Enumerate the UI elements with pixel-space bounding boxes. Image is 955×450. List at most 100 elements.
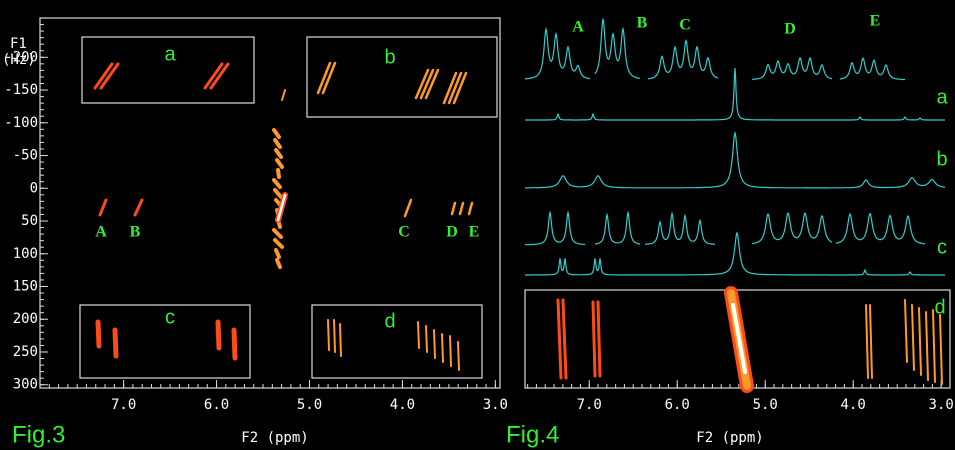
cross-peak: [112, 327, 119, 359]
cross-peak: [272, 128, 281, 139]
cross-peak: [467, 201, 474, 216]
trace-label: d: [934, 296, 945, 318]
x-tick-label: 7.0: [577, 397, 602, 413]
trace-label: c: [937, 236, 947, 258]
cross-peak: [276, 168, 281, 179]
y-tick-label: 200: [13, 311, 38, 327]
cross-peak: [458, 201, 465, 216]
cross-peak: [450, 201, 457, 216]
spectrum-trace: [752, 211, 833, 245]
spectrum-trace: [525, 210, 586, 246]
cross-peak: [273, 238, 284, 249]
cross-peak: [911, 304, 915, 371]
spectrum-trace: [594, 18, 641, 79]
cross-peak: [281, 89, 286, 101]
cross-peak: [424, 68, 440, 100]
cross-peak: [561, 298, 568, 380]
peak-label: C: [398, 224, 410, 241]
spectrum-trace: [752, 56, 833, 80]
cross-peak: [272, 228, 283, 239]
y-tick-label: 250: [13, 344, 38, 360]
y-tick-label: -50: [13, 148, 38, 164]
cross-peak: [276, 193, 287, 222]
multiplet-label: A: [572, 19, 584, 36]
cross-peak: [417, 321, 420, 349]
inset-box: [81, 36, 255, 104]
y-tick-label: 100: [13, 246, 38, 262]
cross-peak: [133, 198, 144, 217]
cross-peak: [433, 329, 436, 359]
cross-peak: [333, 319, 336, 353]
cross-peak: [403, 198, 413, 218]
spectrum-trace: [525, 67, 945, 121]
x-tick-label: 5.0: [753, 397, 778, 413]
multiplet-label: C: [679, 17, 691, 34]
multiplet-label: D: [784, 21, 796, 38]
multiplet-label: E: [870, 13, 881, 30]
cross-peak: [425, 325, 428, 353]
cross-peak: [203, 62, 224, 90]
cross-peak: [414, 68, 430, 100]
x-tick-label: 4.0: [841, 397, 866, 413]
x-tick-label: 3.0: [483, 397, 508, 413]
cross-peak: [731, 303, 747, 374]
inset-box: [79, 304, 251, 379]
trace-label: b: [936, 148, 947, 170]
cross-peak: [918, 307, 922, 376]
cross-peak: [273, 188, 283, 199]
cross-peak: [274, 248, 281, 259]
x-tick-label: 6.0: [665, 397, 690, 413]
inset-box: [306, 36, 498, 118]
cross-peak: [447, 71, 463, 105]
cross-peak: [939, 314, 943, 385]
x-tick-label: 7.0: [111, 397, 136, 413]
cross-peak: [925, 311, 929, 381]
peak-label: B: [130, 224, 141, 241]
cross-peak: [98, 198, 108, 217]
peak-label: E: [469, 224, 480, 241]
y-tick-label: -100: [4, 115, 38, 131]
cross-peak: [452, 71, 468, 105]
cross-peak: [869, 304, 873, 379]
y-tick-label: 300: [13, 377, 38, 393]
inset-label: b: [384, 46, 395, 68]
y-tick-label: 150: [13, 278, 38, 294]
spectrum-trace: [525, 231, 945, 276]
y-tick-label: 0: [30, 180, 38, 196]
cross-peak: [457, 341, 460, 371]
cross-peak: [441, 333, 444, 363]
cross-peak: [865, 304, 869, 379]
cross-peak: [419, 68, 435, 100]
spectrum-trace: [647, 38, 719, 80]
x-tick-label: 5.0: [297, 397, 322, 413]
cross-peak: [99, 62, 120, 90]
cross-peak: [932, 309, 936, 383]
cross-peak: [327, 319, 330, 351]
fig4-frame: [524, 289, 951, 389]
cross-peak: [316, 61, 332, 95]
spectrum-trace: [594, 210, 641, 245]
inset-label: c: [165, 306, 175, 328]
spectrum-trace: [835, 212, 925, 245]
cross-peak: [449, 335, 452, 367]
cross-peak: [339, 323, 342, 357]
y-axis-label: F1: [10, 36, 27, 52]
y-tick-label: -200: [4, 49, 38, 65]
y-tick-label: -150: [4, 82, 38, 98]
cross-peak: [274, 148, 283, 159]
cross-peak: [272, 178, 282, 189]
y-axis-label: (Hz): [2, 52, 36, 68]
cross-peak: [596, 300, 602, 378]
cross-peak: [93, 62, 114, 90]
cross-peak: [904, 299, 908, 363]
cross-peak: [95, 319, 102, 349]
inset-label: a: [164, 43, 176, 65]
spectrum-trace: [525, 26, 590, 80]
figure-label: Fig.3: [12, 421, 65, 448]
cross-peak: [275, 258, 282, 269]
cross-peak: [209, 62, 230, 90]
cross-peak: [556, 298, 563, 380]
fig3-frame: [39, 17, 501, 389]
x-tick-label: 4.0: [390, 397, 415, 413]
